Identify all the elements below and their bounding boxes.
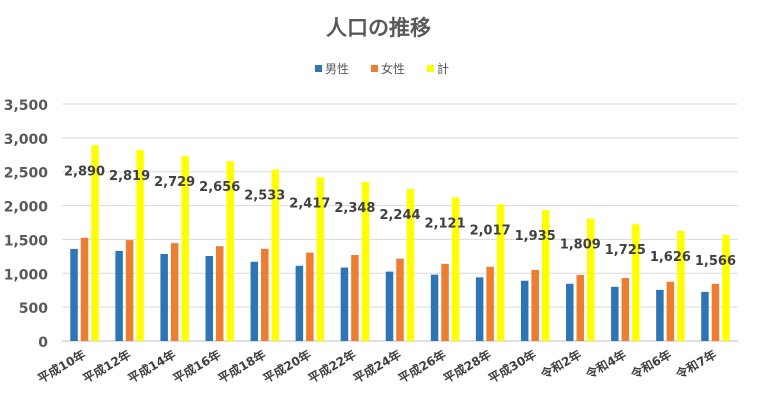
bar-1 [215, 246, 224, 341]
data-label: 1,935 [515, 229, 556, 244]
bar-1 [170, 243, 179, 341]
bar-2 [226, 161, 234, 341]
x-tick-label: 平成20年 [260, 347, 313, 386]
data-label: 1,566 [695, 254, 736, 269]
x-tick-label: 平成30年 [486, 347, 539, 386]
legend-label: 男性 [325, 62, 349, 76]
bar-0 [520, 280, 529, 341]
bar-0 [70, 248, 78, 341]
x-tick-label: 平成16年 [170, 347, 223, 386]
y-tick-label: 3,000 [4, 132, 49, 148]
bar-1 [125, 240, 134, 341]
bar-0 [566, 283, 574, 341]
bar-2 [496, 204, 505, 341]
bar-2 [181, 156, 189, 341]
y-tick-label: 1,500 [4, 233, 49, 249]
y-tick-label: 3,500 [4, 98, 49, 114]
y-tick-label: 0 [38, 335, 48, 351]
bar-2 [316, 177, 325, 341]
bar-1 [531, 269, 539, 341]
x-tick-label: 平成14年 [125, 347, 178, 386]
data-label: 1,725 [605, 243, 646, 258]
data-label: 2,244 [379, 208, 420, 223]
bar-1 [80, 237, 89, 341]
data-label: 2,417 [289, 196, 330, 211]
bar-0 [385, 271, 394, 341]
bar-0 [475, 277, 484, 341]
bar-1 [486, 266, 494, 341]
x-tick-label: 平成12年 [80, 347, 133, 386]
bar-1 [306, 252, 314, 341]
bar-2 [451, 197, 460, 341]
y-tick-label: 2,000 [4, 200, 49, 216]
bar-2 [587, 218, 595, 341]
x-tick-label: 平成10年 [35, 347, 88, 386]
data-label: 1,809 [560, 238, 601, 253]
bar-1 [261, 248, 269, 341]
data-label: 1,626 [650, 250, 691, 265]
x-tick-label: 平成26年 [395, 347, 448, 386]
y-tick-label: 500 [19, 301, 48, 317]
bar-1 [666, 281, 675, 341]
data-label: 2,121 [425, 216, 466, 231]
bar-2 [722, 234, 730, 341]
legend-label: 計 [437, 61, 449, 76]
legend-swatch [371, 65, 378, 72]
bar-1 [621, 278, 630, 341]
bar-2 [136, 150, 144, 341]
bar-1 [396, 258, 404, 341]
x-tick-label: 令和7年 [672, 347, 719, 383]
x-tick-label: 平成24年 [350, 347, 403, 386]
data-label: 2,017 [470, 223, 511, 238]
bar-1 [576, 274, 585, 341]
bar-1 [351, 255, 359, 341]
bar-0 [295, 265, 304, 341]
bar-0 [430, 274, 439, 341]
bar-2 [271, 169, 280, 341]
bar-1 [711, 283, 720, 341]
bar-0 [250, 261, 259, 341]
x-tick-label: 平成28年 [440, 347, 493, 386]
bar-0 [656, 289, 664, 341]
bar-0 [160, 253, 168, 341]
bar-0 [701, 291, 709, 341]
bar-0 [205, 256, 213, 341]
bar-2 [406, 189, 415, 341]
bar-2 [361, 182, 370, 341]
x-tick-label: 令和4年 [582, 347, 629, 383]
legend-swatch [427, 65, 434, 72]
bar-1 [441, 263, 449, 341]
y-tick-label: 1,000 [4, 267, 49, 283]
data-label: 2,348 [334, 201, 375, 216]
data-label: 2,656 [199, 180, 240, 195]
bar-0 [115, 250, 123, 341]
y-tick-label: 2,500 [4, 166, 49, 182]
data-label: 2,819 [109, 169, 150, 184]
x-tick-label: 平成22年 [305, 347, 358, 386]
legend-label: 女性 [381, 61, 405, 76]
bar-2 [677, 230, 685, 341]
x-tick-label: 令和6年 [627, 347, 674, 383]
bar-2 [632, 224, 640, 341]
bar-2 [91, 145, 99, 341]
data-label: 2,890 [64, 164, 105, 179]
bar-0 [340, 267, 349, 341]
x-tick-label: 令和2年 [537, 347, 584, 383]
x-tick-label: 平成18年 [215, 347, 268, 386]
bar-0 [611, 286, 619, 341]
bar-2 [541, 209, 550, 341]
data-label: 2,533 [244, 188, 285, 203]
data-label: 2,729 [154, 175, 195, 190]
chart-title: 人口の推移 [326, 16, 431, 40]
legend-swatch [315, 65, 322, 72]
